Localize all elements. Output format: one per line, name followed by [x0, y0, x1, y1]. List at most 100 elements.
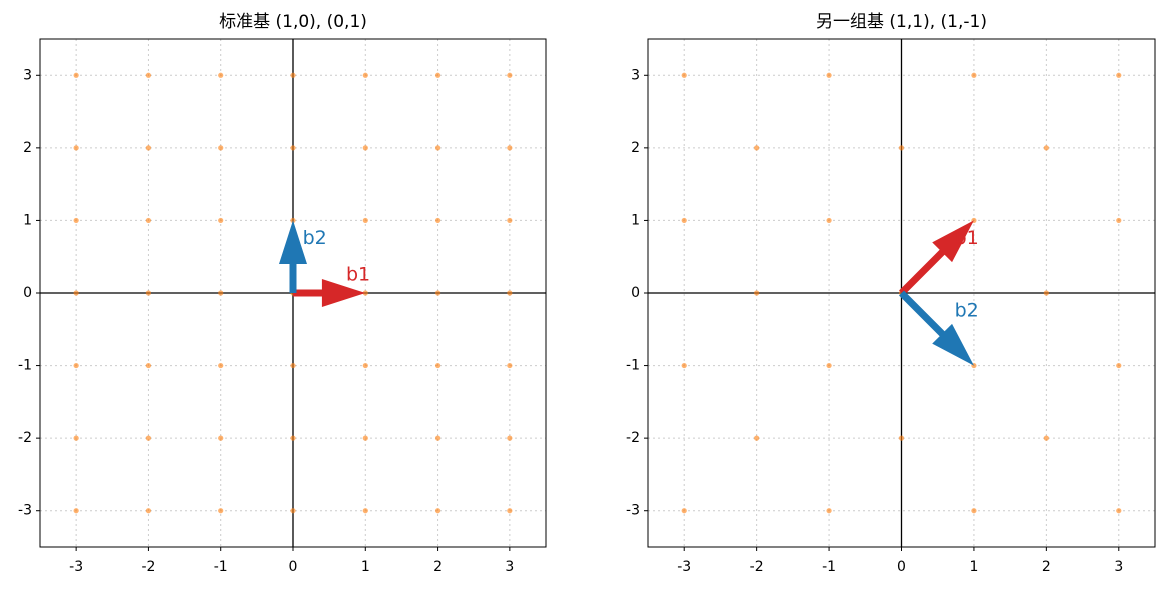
point [434, 145, 441, 151]
subplot-title: 另一组基 (1,1), (1,-1) [816, 12, 987, 32]
y-tick-label: 0 [23, 285, 32, 301]
y-tick-label: 1 [23, 212, 32, 228]
point [218, 290, 224, 296]
vector-label: b1 [955, 227, 979, 249]
point [145, 508, 152, 514]
vector-label: b2 [303, 227, 327, 249]
point [362, 72, 368, 78]
point [826, 508, 832, 514]
point [145, 72, 152, 78]
point [826, 362, 832, 369]
x-tick-label: -1 [214, 559, 228, 575]
x-tick-label: -2 [750, 559, 764, 575]
subplot-title: 标准基 (1,0), (0,1) [219, 12, 367, 32]
point [1116, 362, 1122, 369]
y-tick-label: -2 [18, 430, 32, 446]
point [434, 72, 441, 78]
point [507, 508, 513, 514]
point [218, 362, 224, 369]
point [290, 362, 296, 369]
point [73, 217, 79, 224]
point [898, 145, 905, 151]
y-tick-label: -1 [18, 358, 32, 374]
point [290, 217, 296, 224]
point [898, 435, 905, 441]
x-tick-label: 0 [897, 559, 906, 575]
point [507, 290, 513, 296]
y-tick-label: -3 [626, 503, 640, 519]
point [1043, 290, 1049, 296]
x-tick-label: -2 [141, 559, 155, 575]
point [507, 145, 513, 151]
point [362, 362, 368, 369]
point [681, 72, 687, 78]
point [434, 435, 441, 441]
point [290, 145, 296, 151]
x-tick-label: 0 [289, 559, 298, 575]
vector-arrow [279, 220, 307, 293]
point [434, 290, 441, 296]
point [507, 72, 513, 78]
plot-frame [39, 38, 547, 548]
point [1043, 435, 1049, 441]
point [218, 217, 224, 224]
point [145, 290, 152, 296]
point [290, 72, 296, 78]
point [73, 508, 79, 514]
x-tick-label: 2 [433, 559, 442, 575]
vector-arrow [899, 220, 974, 296]
point [434, 508, 441, 514]
y-tick-label: 0 [631, 285, 640, 301]
y-tick-label: 2 [631, 140, 640, 156]
vector-arrow [899, 290, 974, 366]
y-tick-label: -3 [18, 503, 32, 519]
x-tick-label: 1 [969, 559, 978, 575]
point [1116, 217, 1122, 224]
point [754, 290, 760, 296]
point [73, 290, 79, 296]
vector-label: b2 [955, 300, 979, 322]
point [145, 362, 152, 369]
y-tick-label: -1 [626, 358, 640, 374]
point [1116, 508, 1122, 514]
point [754, 435, 760, 441]
x-tick-label: 3 [1114, 559, 1123, 575]
x-tick-label: 3 [505, 559, 514, 575]
point [971, 508, 977, 514]
y-tick-label: -2 [626, 430, 640, 446]
y-tick-label: 3 [631, 67, 640, 83]
point [434, 362, 441, 369]
y-tick-label: 1 [631, 212, 640, 228]
point [1043, 145, 1049, 151]
point [681, 362, 687, 369]
point [218, 435, 224, 441]
vector-label: b1 [346, 263, 370, 285]
vector-arrow [293, 279, 366, 307]
y-tick-label: 2 [23, 140, 32, 156]
point [754, 145, 760, 151]
point [826, 217, 832, 224]
point [362, 508, 368, 514]
point [73, 72, 79, 78]
point [218, 508, 224, 514]
point [290, 435, 296, 441]
point [971, 72, 977, 78]
point [218, 145, 224, 151]
point [1116, 72, 1122, 78]
x-tick-label: -3 [677, 559, 691, 575]
point [681, 217, 687, 224]
point [362, 145, 368, 151]
subplot: 标准基 (1,0), (0,1) -3 -2 -1 0 1 2 3 -3 -2 -1 0 1 2 3 b1 b2 [18, 12, 547, 575]
point [434, 217, 441, 224]
subplot: 另一组基 (1,1), (1,-1) -3 -2 -1 0 1 2 3 -3 -2 -1 0 1 2 3 b1… [626, 12, 1156, 575]
point [73, 145, 79, 151]
point [362, 435, 368, 441]
x-tick-label: 1 [361, 559, 370, 575]
point [145, 435, 152, 441]
x-tick-label: -3 [69, 559, 83, 575]
point [826, 72, 832, 78]
plot-frame [647, 38, 1156, 548]
point [73, 362, 79, 369]
point [73, 435, 79, 441]
